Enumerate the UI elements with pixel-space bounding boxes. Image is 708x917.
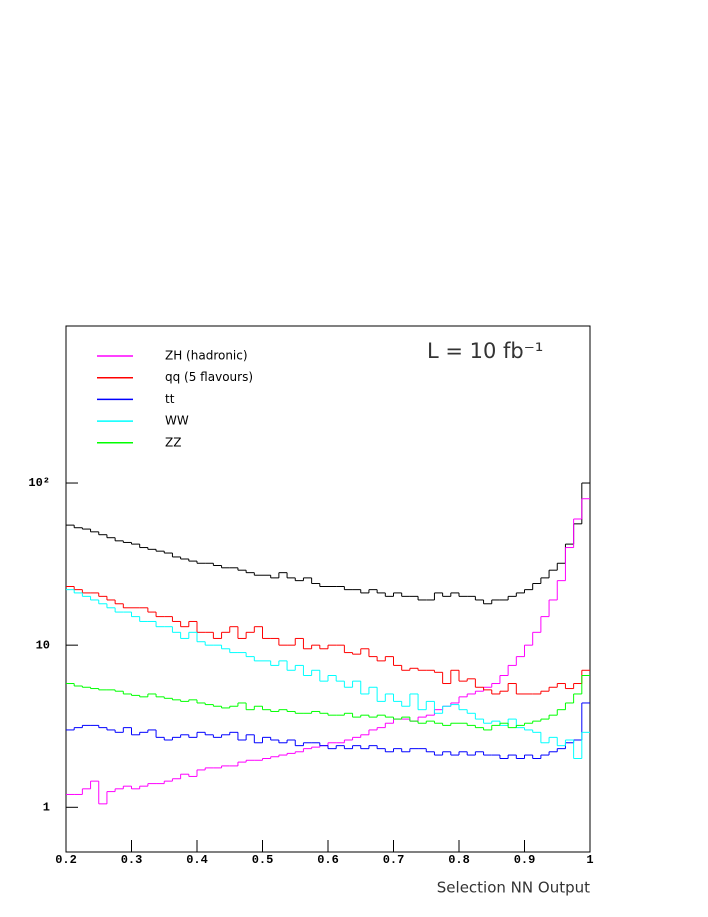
x-tick-label: 0.9 (514, 853, 536, 867)
x-tick-label: 0.2 (55, 853, 77, 867)
y-tick-label: 1 (43, 800, 50, 814)
x-tick-label: 0.6 (317, 853, 339, 867)
y-tick-label: 10 (36, 638, 50, 652)
x-tick-label: 0.7 (383, 853, 405, 867)
legend-label: tt (165, 392, 175, 406)
legend-label: qq (5 flavours) (165, 370, 253, 384)
legend-label: ZH (hadronic) (165, 349, 248, 363)
x-axis-title: Selection NN Output (437, 879, 590, 897)
x-tick-label: 1 (586, 853, 593, 867)
luminosity-annotation: L = 10 fb⁻¹ (427, 339, 543, 363)
legend-label: ZZ (165, 435, 181, 449)
plot-frame (65, 325, 591, 853)
legend-label: WW (165, 414, 189, 428)
x-tick-label: 0.5 (252, 853, 274, 867)
y-tick-label: 10² (28, 476, 50, 490)
x-tick-label: 0.3 (121, 853, 143, 867)
x-tick-label: 0.8 (448, 853, 470, 867)
x-tick-label: 0.4 (186, 853, 208, 867)
